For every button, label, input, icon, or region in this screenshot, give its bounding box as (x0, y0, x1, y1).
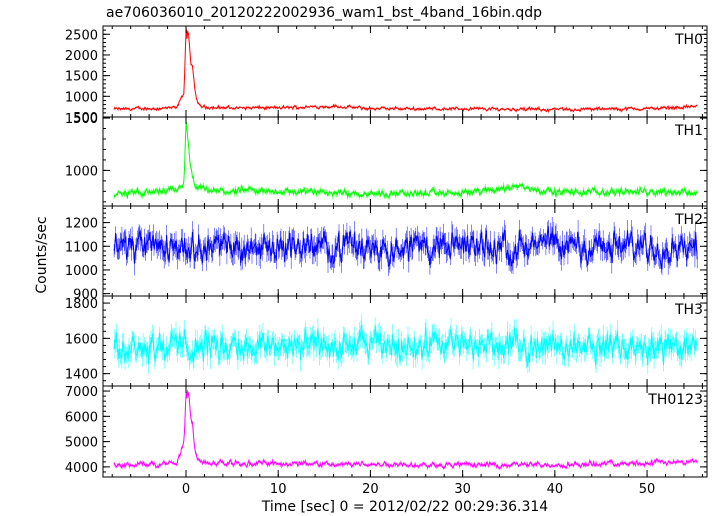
panel-th2: 900 1000 1100 1200 TH2 (65, 205, 708, 303)
x-tick-label: 40 (547, 482, 564, 497)
series-line (113, 226, 698, 270)
panel-label: TH0123 (647, 392, 703, 408)
y-tick-label: 1000 (65, 264, 98, 279)
y-tick-label: 4000 (65, 461, 98, 476)
panel-th0: 500 1000 1500 2000 2500 TH0 (65, 25, 708, 126)
panel-frame (102, 25, 708, 118)
y-tick-label: 900 (73, 288, 98, 303)
y-tick-label: 7000 (65, 385, 98, 400)
y-tick-label: 1600 (65, 332, 98, 347)
panel-th0123: 4000 5000 6000 7000 TH0123 0 10 20 30 40 50 (65, 385, 708, 497)
x-tick-label: 0 (182, 482, 190, 497)
y-tick-label: 1000 (65, 90, 98, 105)
y-tick-label: 1400 (65, 368, 98, 383)
panel-label: TH1 (674, 123, 703, 139)
panel-th3: 1400 1600 1800 TH3 (65, 295, 708, 387)
y-tick-label: 1200 (65, 217, 98, 232)
y-tick-label: 1100 (65, 240, 98, 255)
series-line (113, 28, 698, 113)
x-axis-label: Time [sec] 0 = 2012/02/22 00:29:36.314 (261, 499, 549, 515)
y-tick-label: 5000 (65, 436, 98, 451)
panel-label: TH2 (674, 212, 703, 228)
y-tick-label: 1800 (65, 297, 98, 312)
x-tick-label: 10 (270, 482, 287, 497)
y-tick-label: 1500 (65, 112, 98, 127)
series-errorbars (113, 389, 698, 470)
y-tick-label: 2000 (65, 49, 98, 64)
x-tick-label: 30 (454, 482, 471, 497)
panel-label: TH3 (674, 302, 703, 318)
series-errorbars (113, 27, 698, 113)
panel-th1: 1000 1500 TH1 (65, 112, 708, 207)
y-tick-label: 1500 (65, 70, 98, 85)
series-line (113, 324, 698, 367)
series-line (113, 121, 698, 199)
y-tick-label: 1000 (65, 164, 98, 179)
y-tick-label: 2500 (65, 28, 98, 43)
panel-label: TH0 (674, 32, 703, 48)
x-tick-label: 20 (362, 482, 379, 497)
series-line (113, 391, 698, 470)
y-tick-label: 6000 (65, 410, 98, 425)
x-tick-label: 50 (639, 482, 656, 497)
y-tick-label: 500 (73, 111, 98, 126)
y-axis-label: Counts/sec (34, 216, 50, 293)
chart-title: ae706036010_20120222002936_wam1_bst_4ban… (106, 5, 542, 21)
